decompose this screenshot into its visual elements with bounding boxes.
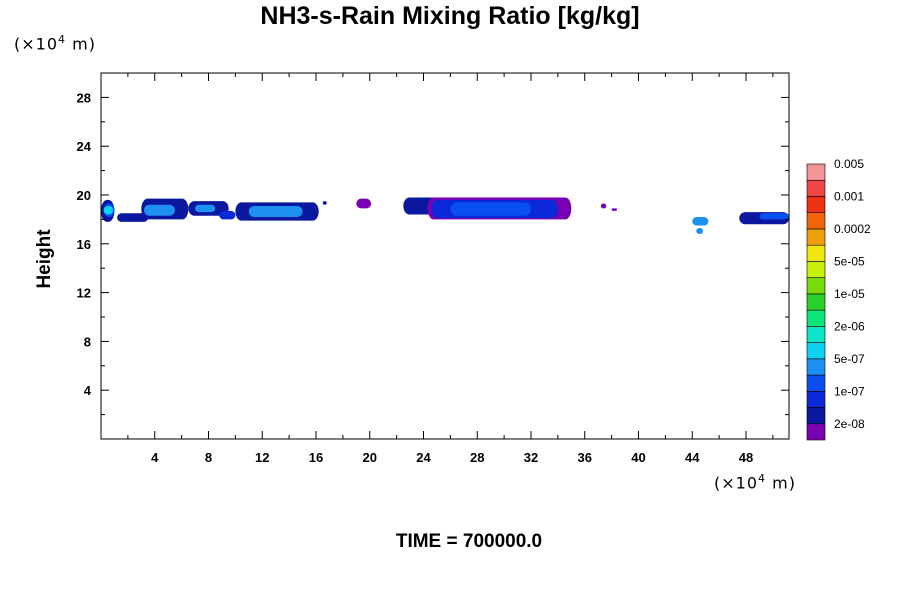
x-axis-unit: (×104 m)	[714, 472, 796, 492]
x-tick-label: 12	[255, 450, 269, 465]
contour-cell	[759, 213, 789, 220]
colorbar-label: 2e-08	[834, 417, 865, 431]
x-tick-label: 48	[739, 450, 753, 465]
colorbar-swatch	[806, 374, 826, 392]
colorbar-swatch	[806, 163, 826, 181]
y-tick-label: 20	[77, 188, 91, 203]
x-tick-label: 4	[151, 450, 159, 465]
x-tick-label: 28	[470, 450, 484, 465]
y-unit-exponent: 4	[58, 33, 67, 46]
time-footer: TIME = 700000.0	[395, 531, 543, 552]
colorbar-swatch	[806, 179, 826, 197]
y-tick-label: 16	[77, 237, 91, 252]
contour-cell	[692, 216, 709, 226]
colorbar-label: 0.005	[834, 157, 864, 171]
contour-cell	[611, 208, 617, 211]
x-tick-label: 8	[205, 450, 212, 465]
colorbar-swatch	[806, 244, 826, 262]
colorbar-swatch	[806, 212, 826, 230]
y-tick-label: 8	[84, 334, 91, 349]
colorbar-label: 5e-05	[834, 254, 865, 268]
y-tick-label: 4	[84, 383, 92, 398]
colorbar-swatch	[806, 309, 826, 327]
plot-frame	[100, 72, 790, 440]
contour-cell	[322, 201, 327, 205]
colorbar: 2e-08 1e-07 5e-07 2e-06 1e-05 5e-05 0.0002 0.00…	[806, 157, 871, 441]
contour-cell	[144, 204, 175, 216]
colorbar-label: 0.001	[834, 189, 864, 203]
colorbar-swatch	[806, 407, 826, 425]
contour-cell	[219, 210, 236, 220]
colorbar-swatch	[806, 326, 826, 343]
y-unit-suffix: m)	[66, 34, 96, 54]
x-tick-label: 20	[363, 450, 377, 465]
y-tick-label: 12	[77, 286, 91, 301]
x-tick-label: 16	[309, 450, 323, 465]
y-unit-prefix: (×10	[14, 34, 59, 54]
colorbar-swatch	[806, 358, 826, 376]
y-tick-label: 28	[77, 90, 91, 105]
x-unit-suffix: m)	[766, 473, 796, 493]
y-axis-unit: (×104 m)	[14, 33, 96, 53]
x-unit-prefix: (×10	[714, 473, 759, 493]
colorbar-swatch	[806, 342, 826, 360]
y-tick-label: 24	[77, 139, 92, 154]
colorbar-swatch	[806, 390, 826, 408]
contour-cell	[450, 202, 531, 216]
x-tick-label: 32	[524, 450, 538, 465]
contour-cell	[248, 205, 303, 217]
x-tick-label: 40	[631, 450, 645, 465]
x-tick-label: 44	[685, 450, 700, 465]
contour-cell	[103, 205, 114, 215]
contour-cell	[117, 213, 149, 222]
contour-fields	[101, 197, 789, 235]
colorbar-swatch	[806, 277, 826, 295]
colorbar-swatch	[806, 423, 826, 441]
colorbar-label: 1e-07	[834, 384, 865, 398]
y-axis-label: Height	[34, 229, 55, 289]
colorbar-label: 1e-05	[834, 287, 865, 301]
colorbar-swatch	[806, 196, 826, 214]
colorbar-swatch	[806, 293, 826, 311]
x-tick-label: 36	[578, 450, 592, 465]
contour-cell	[195, 204, 216, 213]
contour-cell	[696, 227, 703, 235]
x-tick-label: 24	[416, 450, 431, 465]
colorbar-label: 2e-06	[834, 319, 865, 333]
colorbar-swatch	[806, 228, 826, 246]
x-unit-exponent: 4	[758, 472, 767, 485]
colorbar-swatch	[806, 261, 826, 278]
colorbar-label: 5e-07	[834, 352, 865, 366]
chart-title: NH3-s-Rain Mixing Ratio [kg/kg]	[260, 2, 640, 30]
contour-cell	[356, 198, 372, 209]
contour-cell	[600, 203, 607, 209]
colorbar-label: 0.0002	[834, 222, 871, 236]
